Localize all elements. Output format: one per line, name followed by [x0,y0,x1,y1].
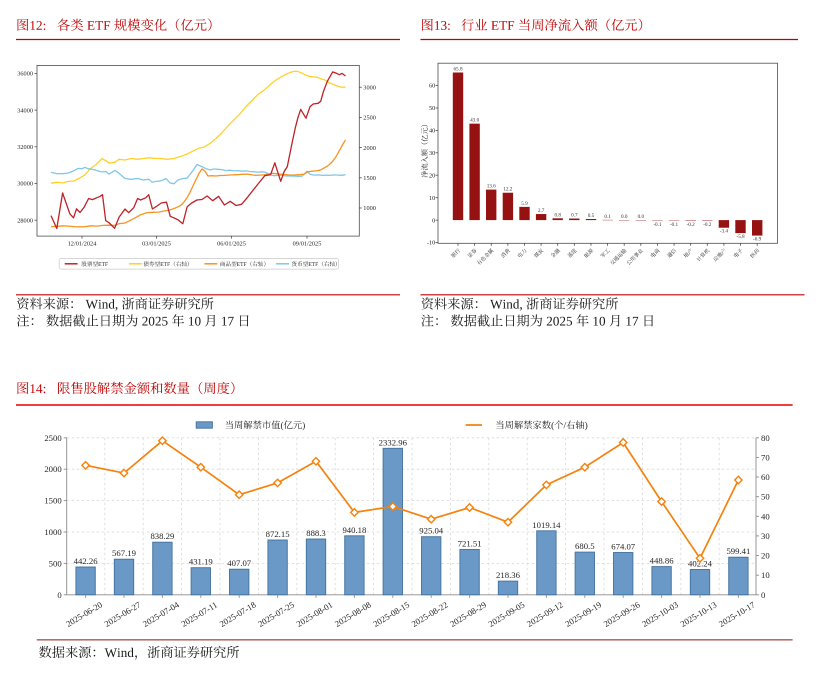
svg-text:0.5: 0.5 [588,213,595,219]
svg-text:30: 30 [761,531,770,541]
svg-text:2000: 2000 [44,464,62,474]
svg-text:2500: 2500 [363,115,376,122]
svg-text:1500: 1500 [44,496,62,506]
svg-text:40: 40 [429,128,435,135]
svg-text:12.2: 12.2 [503,187,512,193]
svg-text:1000: 1000 [44,527,62,537]
svg-text:65.8: 65.8 [453,67,462,73]
svg-text:2332.96: 2332.96 [379,437,408,447]
svg-text:431.19: 431.19 [189,557,213,567]
svg-text:20: 20 [761,551,770,561]
svg-text:2000: 2000 [363,145,376,152]
svg-text:0: 0 [432,217,435,224]
svg-text:09/01/2025: 09/01/2025 [293,241,322,248]
svg-text:70: 70 [761,452,770,462]
svg-text:10: 10 [761,570,770,580]
svg-text:0.1: 0.1 [604,214,611,220]
svg-text:940.18: 940.18 [342,525,367,535]
svg-text:06/01/2025: 06/01/2025 [217,241,246,248]
svg-text:12/01/2024: 12/01/2024 [68,241,98,248]
svg-text:28000: 28000 [17,217,33,224]
svg-text:03/01/2025: 03/01/2025 [142,241,171,248]
svg-text:-5.8: -5.8 [736,234,745,240]
svg-text:-3.4: -3.4 [720,229,729,235]
svg-text:32000: 32000 [17,144,33,151]
svg-text:30000: 30000 [17,181,33,188]
svg-text:2.7: 2.7 [538,208,545,214]
svg-text:567.19: 567.19 [112,548,136,558]
svg-text:5.9: 5.9 [521,201,528,207]
svg-text:0.0: 0.0 [621,214,628,220]
svg-text:50: 50 [761,492,770,502]
svg-text:-10: -10 [427,240,435,247]
svg-text:60: 60 [429,83,435,90]
svg-text:3000: 3000 [363,84,376,91]
svg-text:0: 0 [57,590,62,600]
svg-text:50: 50 [429,105,435,112]
svg-text:599.41: 599.41 [726,546,750,556]
svg-text:407.07: 407.07 [227,558,252,568]
svg-text:1000: 1000 [363,205,376,212]
svg-text:-0.2: -0.2 [703,222,712,228]
svg-text:218.36: 218.36 [496,570,521,580]
svg-text:20: 20 [429,172,435,179]
svg-text:680.5: 680.5 [575,541,595,551]
svg-text:442.26: 442.26 [74,556,99,566]
svg-text:721.51: 721.51 [458,538,482,548]
svg-text:925.04: 925.04 [419,526,444,536]
svg-text:1019.14: 1019.14 [532,520,561,530]
svg-text:30: 30 [429,150,435,157]
svg-text:80: 80 [761,433,770,443]
svg-text:500: 500 [49,558,63,568]
svg-text:34000: 34000 [17,107,33,114]
svg-text:-0.1: -0.1 [653,222,662,228]
svg-text:448.86: 448.86 [650,556,675,566]
svg-text:872.15: 872.15 [266,529,290,539]
svg-text:36000: 36000 [17,71,33,78]
svg-text:0: 0 [761,590,766,600]
svg-text:2500: 2500 [44,433,62,443]
svg-text:0.7: 0.7 [571,213,578,219]
svg-text:-0.1: -0.1 [670,222,679,228]
svg-text:1500: 1500 [363,175,376,182]
svg-text:43.0: 43.0 [470,118,479,124]
svg-text:402.24: 402.24 [688,559,713,569]
svg-text:13.6: 13.6 [487,184,496,190]
svg-text:674.07: 674.07 [611,541,636,551]
svg-text:40: 40 [761,511,770,521]
svg-text:838.29: 838.29 [150,531,174,541]
svg-text:0.0: 0.0 [638,214,645,220]
svg-text:60: 60 [761,472,770,482]
svg-text:-6.9: -6.9 [753,236,762,242]
svg-text:0.8: 0.8 [554,212,561,218]
svg-text:10: 10 [429,195,435,202]
svg-text:888.3: 888.3 [306,528,326,538]
svg-text:-0.2: -0.2 [687,222,696,228]
